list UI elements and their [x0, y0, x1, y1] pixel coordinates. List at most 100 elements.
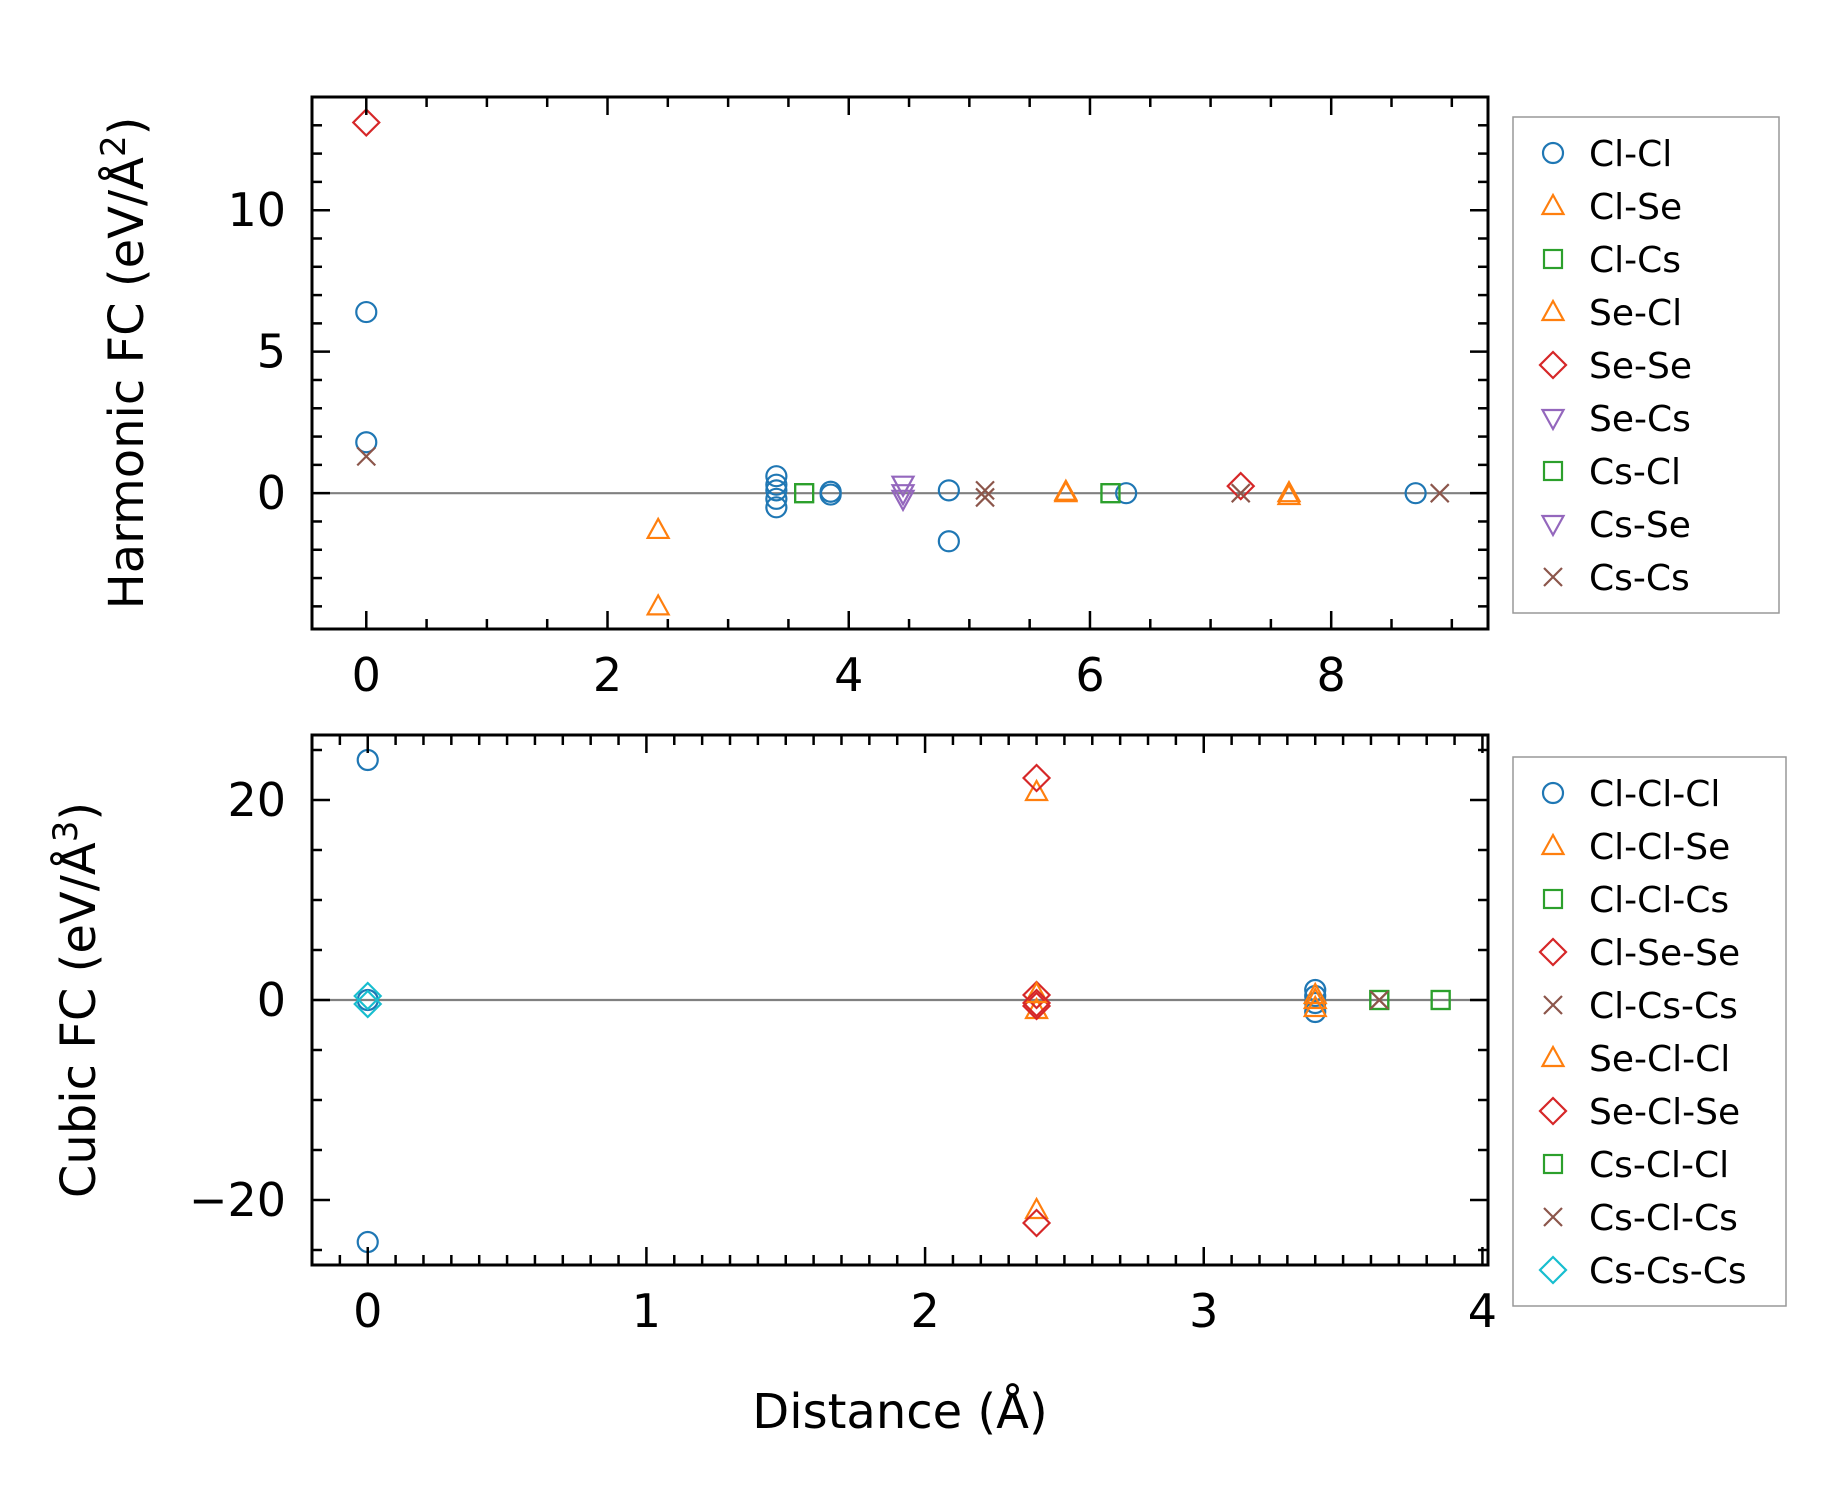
data-point	[1021, 980, 1052, 1010]
data-point	[975, 487, 995, 508]
legend-label: Se-Cl-Se	[1589, 1092, 1740, 1133]
x-tick-label: 4	[1468, 1284, 1497, 1338]
legend-label: Cs-Cl-Cs	[1589, 1198, 1738, 1239]
legend-box	[1512, 756, 1787, 1307]
data-point	[1024, 1196, 1049, 1220]
legend-label: Se-Cl-Cl	[1589, 1039, 1730, 1080]
legend-marker	[1543, 1207, 1563, 1227]
data-point	[1024, 778, 1049, 802]
x-axis-label: Distance (Å)	[752, 1383, 1047, 1440]
legend-label: Cl-Cl-Cl	[1589, 774, 1720, 815]
data-point	[890, 484, 916, 507]
data-point	[819, 483, 842, 506]
legend-marker	[1542, 248, 1564, 270]
legend-label: Cl-Cs	[1589, 240, 1681, 281]
series-Se-Cl	[1053, 479, 1302, 506]
data-point	[1226, 471, 1256, 501]
plot-frame	[310, 95, 1490, 631]
data-point	[1430, 989, 1451, 1011]
data-point	[1369, 990, 1390, 1010]
x-tick-label: 4	[834, 648, 863, 702]
data-point	[1021, 763, 1052, 793]
data-point	[1100, 483, 1121, 504]
series-Cs-Cl-Cl	[1369, 989, 1451, 1011]
legend: Cl-Cl Cl-Se Cl-Cs Se-Cl Se-Se Se-Cs Cs-Cl Cs-Se…	[1512, 116, 1780, 614]
legend-marker	[1538, 937, 1568, 967]
legend-marker	[1540, 514, 1566, 538]
data-point	[765, 479, 788, 502]
legend-marker	[1541, 141, 1565, 165]
x-tick-label: 6	[1075, 648, 1104, 702]
data-point	[1276, 479, 1302, 503]
series-Se-Se	[351, 107, 1256, 501]
series-Se-Cl-Cl	[1024, 980, 1328, 1010]
y-tick-label: 20	[227, 773, 286, 827]
data-point	[765, 496, 788, 519]
data-point	[1404, 482, 1427, 505]
x-tick-label: 1	[632, 1284, 661, 1338]
ticks	[312, 95, 1488, 629]
data-point	[890, 489, 916, 513]
data-point	[645, 516, 671, 540]
data-point	[1024, 980, 1049, 1004]
data-point	[1304, 978, 1327, 1002]
data-point	[355, 300, 378, 324]
legend-label: Cs-Se	[1589, 505, 1691, 546]
legend-marker	[1538, 1096, 1568, 1126]
data-point	[1302, 994, 1328, 1018]
legend-label: Cs-Cl-Cl	[1589, 1145, 1729, 1186]
series-Se-Cl-Se	[1021, 988, 1052, 1018]
data-point	[356, 446, 377, 467]
legend-label: Cl-Cl-Se	[1589, 827, 1730, 868]
data-point	[1302, 981, 1328, 1005]
legend-label: Cs-Cs-Cs	[1589, 1251, 1747, 1292]
data-point	[1021, 988, 1052, 1018]
series-Cs-Cl	[794, 483, 1121, 504]
data-point	[975, 480, 995, 501]
data-point	[794, 483, 815, 504]
legend: Cl-Cl-Cl Cl-Cl-Se Cl-Cl-Cs Cl-Se-Se Cl-Cs-Cs…	[1512, 756, 1787, 1307]
data-point	[937, 530, 960, 553]
legend-marker	[1541, 781, 1565, 805]
series-Cs-Cs	[356, 446, 1450, 508]
data-point	[765, 487, 788, 510]
ticks	[310, 735, 1488, 1265]
data-point	[1369, 989, 1390, 1011]
legend-marker	[1540, 298, 1566, 322]
legend-label: Cs-Cs	[1589, 558, 1690, 599]
y-axis-label: Harmonic FC (eV/Å2)	[94, 117, 155, 610]
legend-marker	[1542, 460, 1564, 482]
series-Se-Cs	[890, 475, 916, 507]
data-point	[1429, 483, 1450, 503]
data-point	[765, 465, 788, 488]
data-point	[765, 473, 788, 496]
data-point	[353, 981, 383, 1011]
data-point	[645, 593, 671, 616]
legend-marker	[1543, 995, 1563, 1015]
data-point	[1276, 482, 1302, 506]
data-point	[937, 479, 960, 502]
legend-marker	[1542, 888, 1564, 910]
legend-label: Se-Se	[1589, 346, 1692, 387]
legend-box	[1512, 116, 1780, 614]
data-point	[351, 107, 381, 138]
y-tick-label: −20	[189, 1173, 286, 1227]
y-tick-label: 0	[257, 973, 286, 1027]
legend-label: Cl-Se	[1589, 187, 1682, 228]
series-Cs-Cl-Cs	[1369, 990, 1390, 1010]
series-Cs-Se	[890, 489, 916, 513]
y-tick-label: 10	[227, 183, 286, 237]
legend-label: Cl-Cl-Cs	[1589, 880, 1729, 921]
legend-label: Cs-Cl	[1589, 452, 1681, 493]
data-point	[1115, 482, 1138, 505]
legend-marker	[1540, 192, 1566, 216]
x-tick-label: 2	[593, 648, 622, 702]
series-Cl-Cl	[355, 300, 1427, 553]
legend-marker	[1540, 1044, 1566, 1068]
data-point	[1021, 1208, 1052, 1238]
legend-label: Cl-Se-Se	[1589, 933, 1740, 974]
legend-label: Se-Cs	[1589, 399, 1691, 440]
series-Cl-Se	[645, 478, 1302, 616]
legend-marker	[1542, 1153, 1564, 1175]
